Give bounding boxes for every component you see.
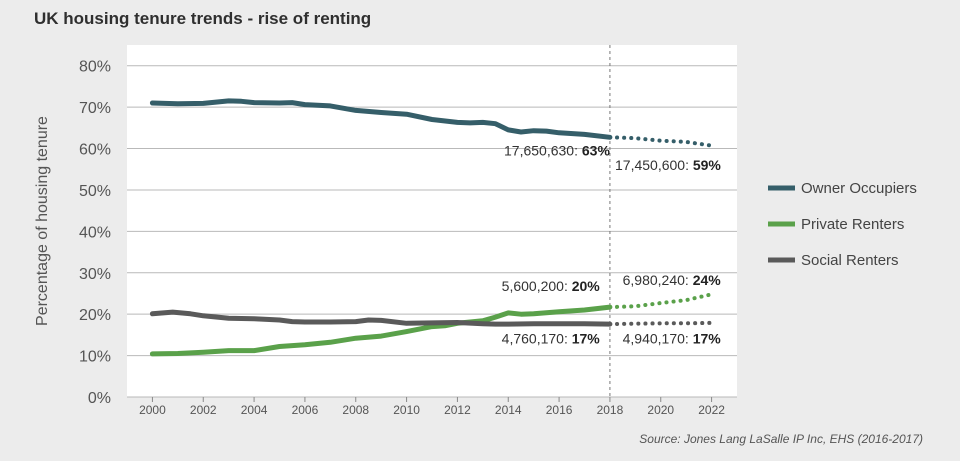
annotation-label-3: 5,600,200: 20%: [502, 278, 601, 294]
y-tick-label-0: 0%: [88, 390, 111, 407]
x-tick-label-2000: 2000: [139, 403, 166, 417]
x-axis: 2000 2002 2004 2006 2008 2010 2012 2014 2016 2018…: [139, 397, 725, 417]
x-tick-label-2022: 2022: [698, 403, 725, 417]
y-tick-label-30: 30%: [79, 266, 111, 283]
data-annotations: 17,650,630: 63% 17,450,600: 59% 5,600,200:…: [502, 143, 722, 347]
legend-label-social-renters: Social Renters: [801, 252, 899, 269]
private-renters-projection-line: [607, 292, 714, 310]
annotation-label-6: 4,940,170: 17%: [623, 331, 722, 347]
annotation-label-1: 17,650,630: 63%: [504, 143, 610, 159]
y-tick-label-60: 60%: [79, 142, 111, 159]
social-renters-projection-line: [607, 320, 714, 327]
x-tick-label-2004: 2004: [241, 403, 268, 417]
x-tick-label-2010: 2010: [393, 403, 420, 417]
x-tick-label-2006: 2006: [292, 403, 319, 417]
annotation-label-2: 17,450,600: 59%: [615, 157, 721, 173]
legend: Owner Occupiers Private Renters Social Ren…: [768, 180, 917, 269]
y-tick-label-70: 70%: [79, 100, 111, 117]
annotation-label-5: 4,760,170: 17%: [502, 331, 601, 347]
y-tick-label-80: 80%: [79, 59, 111, 76]
social-renters-line: [149, 309, 613, 327]
legend-label-owner-occupiers: Owner Occupiers: [801, 180, 917, 197]
x-tick-label-2008: 2008: [342, 403, 369, 417]
annotation-label-4: 6,980,240: 24%: [623, 272, 722, 288]
x-tick-label-2016: 2016: [546, 403, 573, 417]
grid-lines: [127, 65, 737, 398]
x-tick-label-2020: 2020: [647, 403, 674, 417]
y-axis: 0% 10% 20% 30% 40% 50% 60% 70% 80%: [79, 59, 111, 407]
source-note: Source: Jones Lang LaSalle IP Inc, EHS (…: [639, 432, 923, 446]
plot-area-background: [127, 45, 737, 397]
legend-label-private-renters: Private Renters: [801, 216, 904, 233]
x-tick-label-2018: 2018: [597, 403, 624, 417]
x-tick-label-2012: 2012: [444, 403, 471, 417]
private-renters-line: [149, 304, 613, 357]
y-tick-label-40: 40%: [79, 224, 111, 241]
series-lines: [149, 98, 714, 357]
x-tick-label-2014: 2014: [495, 403, 522, 417]
owner-occupiers-line: [149, 98, 613, 140]
y-tick-label-20: 20%: [79, 307, 111, 324]
x-tick-label-2002: 2002: [190, 403, 217, 417]
owner-occupiers-projection-line: [607, 135, 714, 148]
y-axis-label: Percentage of housing tenure: [34, 116, 51, 326]
chart-title: UK housing tenure trends - rise of renti…: [34, 9, 372, 28]
y-tick-label-10: 10%: [79, 349, 111, 366]
y-tick-label-50: 50%: [79, 183, 111, 200]
